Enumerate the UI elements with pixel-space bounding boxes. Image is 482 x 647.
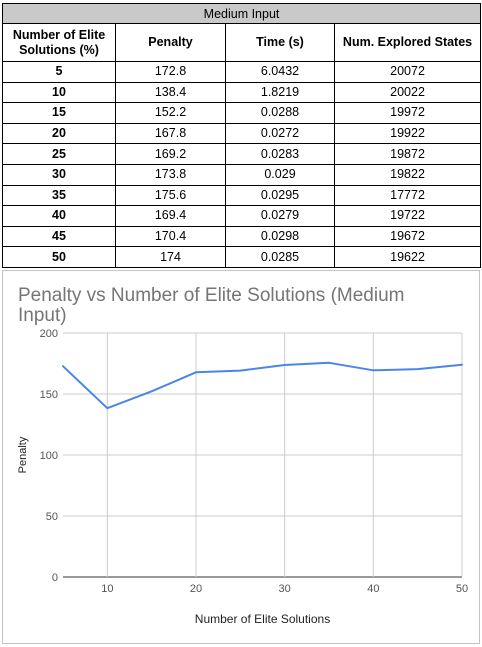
table-cell: 170.4 (115, 225, 226, 248)
table-cell: 169.4 (115, 205, 226, 227)
table-cell: 19872 (333, 143, 482, 165)
table-cell: 0.029 (225, 163, 335, 186)
table-cell: 50 (2, 246, 116, 268)
table-cell: 167.8 (115, 122, 226, 145)
table-cell: 17772 (333, 184, 482, 207)
y-tick-label: 50 (46, 511, 58, 523)
line-chart: 0 50 100 150 200 10 20 30 40 50 Number of Elite So… (17, 328, 468, 626)
table-cell: 15 (2, 102, 116, 124)
table-cell: 40 (2, 205, 116, 227)
results-table: Medium Input Number of Elite Solutions (… (1, 3, 482, 268)
table-cell: 173.8 (115, 163, 226, 186)
table-cell: 35 (2, 184, 116, 207)
x-tick-label: 50 (456, 583, 468, 595)
table-cell: 10 (2, 81, 116, 104)
table-cell: 19922 (333, 122, 482, 145)
table-cell: 172.8 (115, 61, 226, 83)
column-header-elite: Number of Elite Solutions (%) (2, 23, 116, 62)
table-row: 10 138.4 1.8219 20022 (2, 81, 482, 104)
column-header-time: Time (s) (225, 23, 335, 62)
series-line (62, 361, 463, 410)
table-row: 15 152.2 0.0288 19972 (2, 102, 482, 124)
y-tick-label: 200 (40, 328, 58, 340)
table-cell: 169.2 (115, 143, 226, 165)
table-cell: 20022 (333, 81, 482, 104)
table-cell: 175.6 (115, 184, 226, 207)
table-cell: 0.0285 (225, 246, 335, 268)
table-cell: 0.0279 (225, 205, 335, 227)
table-cell: 19672 (333, 225, 482, 248)
table-row: 50 174 0.0285 19622 (2, 246, 482, 268)
table-cell: 30 (2, 163, 116, 186)
y-axis-label: Penalty (17, 436, 29, 473)
table-cell: 5 (2, 61, 116, 83)
y-tick-label: 100 (40, 450, 58, 462)
chart-title: Penalty vs Number of Elite Solutions (Me… (18, 285, 405, 326)
table-cell: 0.0272 (225, 122, 335, 145)
x-tick-label: 30 (279, 583, 291, 595)
table-cell: 174 (115, 246, 226, 268)
table-cell: 1.8219 (225, 81, 335, 104)
y-tick-label: 150 (40, 389, 58, 401)
column-header-penalty: Penalty (115, 23, 226, 62)
x-tick-label: 40 (367, 583, 379, 595)
x-tick-label: 20 (190, 583, 202, 595)
table-row: 45 170.4 0.0298 19672 (2, 225, 482, 248)
table-cell: 45 (2, 225, 116, 248)
table-cell: 138.4 (115, 81, 226, 104)
table-cell: 152.2 (115, 102, 226, 124)
table-cell: 19722 (333, 205, 482, 227)
x-tick-label: 10 (101, 583, 113, 595)
table-caption: Medium Input (1, 3, 482, 24)
table-cell: 19822 (333, 163, 482, 186)
table-cell: 20 (2, 122, 116, 145)
table-row: 5 172.8 6.0432 20072 (2, 61, 482, 83)
table-cell: 19972 (333, 102, 482, 124)
table-cell: 0.0283 (225, 143, 335, 165)
table-row: 30 173.8 0.029 19822 (2, 163, 482, 186)
chart-container: Penalty vs Number of Elite Solutions (Me… (2, 270, 480, 644)
column-header-states: Num. Explored States (333, 23, 482, 62)
table-row: 20 167.8 0.0272 19922 (2, 122, 482, 145)
table-cell: 19622 (333, 246, 482, 268)
table-cell: 25 (2, 143, 116, 165)
table-row: 35 175.6 0.0295 17772 (2, 184, 482, 207)
y-tick-label: 0 (52, 572, 58, 584)
table-cell: 20072 (333, 61, 482, 83)
table-cell: 0.0298 (225, 225, 335, 248)
table-cell: 0.0295 (225, 184, 335, 207)
table-cell: 6.0432 (225, 61, 335, 83)
table-cell: 0.0288 (225, 102, 335, 124)
table-row: 25 169.2 0.0283 19872 (2, 143, 482, 165)
x-axis-label: Number of Elite Solutions (195, 612, 330, 626)
table-row: 40 169.4 0.0279 19722 (2, 205, 482, 227)
